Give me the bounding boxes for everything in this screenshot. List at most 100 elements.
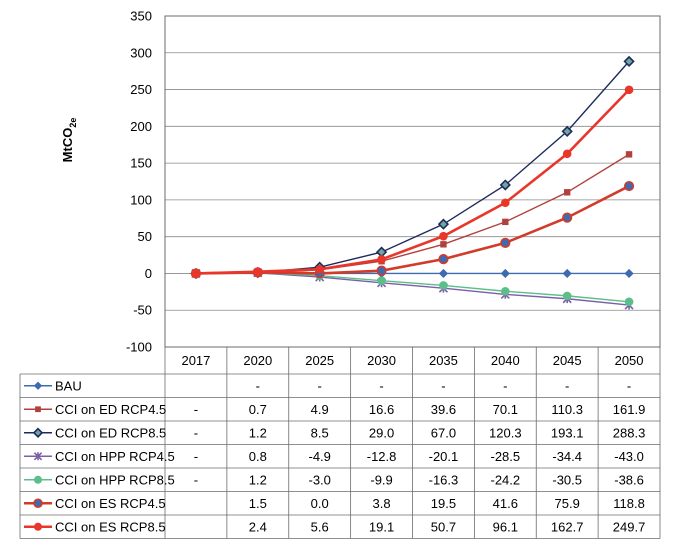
table-cell: - [194, 449, 198, 464]
table-cell: -28.5 [490, 449, 520, 464]
table-cell: -38.6 [614, 472, 644, 487]
y-tick-label: 350 [130, 9, 152, 24]
data-table: 2017 2020 2025 2030 2035 2040 2045 2050 BAU - - - - -… [19, 347, 661, 539]
table-cell: 67.0 [431, 425, 456, 440]
data-point [502, 218, 509, 226]
table-cell: -20.1 [429, 449, 459, 464]
x-tick-label: 2050 [615, 353, 644, 368]
legend-swatch-marker [33, 498, 43, 509]
legend-entry: CCI on ED RCP8.5 [55, 425, 166, 440]
table-cell: 0.7 [249, 402, 267, 417]
x-tick-label: 2025 [305, 353, 334, 368]
x-tick-label: 2035 [429, 353, 458, 368]
data-point [315, 265, 324, 274]
legend-entry: CCI on ES RCP8.5 [55, 519, 166, 534]
table-cell: - [194, 425, 198, 440]
y-tick-label: -100 [126, 340, 152, 355]
table-cell: -30.5 [552, 472, 582, 487]
y-tick-label: 50 [138, 229, 152, 244]
table-cell: 39.6 [431, 402, 456, 417]
data-point [561, 125, 573, 138]
table-cell: - [503, 378, 507, 393]
data-point [624, 297, 634, 307]
table-cell: - [318, 378, 322, 393]
table-cell: 118.8 [613, 496, 645, 511]
table-cell: -34.4 [552, 449, 582, 464]
legend-entry: BAU [55, 378, 82, 393]
table-cell: 193.1 [551, 425, 584, 440]
table-cell: 96.1 [493, 519, 518, 534]
table-cell: -24.2 [490, 472, 520, 487]
data-point [499, 179, 511, 191]
table-cell: 70.1 [493, 402, 518, 417]
legend-entry: CCI on HPP RCP8.5 [55, 472, 175, 487]
data-point [438, 268, 449, 279]
data-point [500, 237, 511, 248]
data-point [563, 189, 571, 196]
data-point [625, 151, 633, 158]
legend-swatch-marker [34, 522, 42, 531]
table-cell: 29.0 [369, 425, 394, 440]
x-tick-label: 2017 [181, 353, 210, 368]
table-cell: 1.2 [249, 425, 267, 440]
legend-entry: CCI on ED RCP4.5 [55, 402, 166, 417]
table-cell: 4.9 [311, 402, 329, 417]
table-cell: 2.4 [249, 519, 267, 534]
table-cell: 161.9 [613, 402, 646, 417]
x-tick-label: 2030 [367, 353, 396, 368]
table-cell: 0.8 [249, 449, 267, 464]
legend-swatch-marker [33, 381, 43, 390]
y-tick-label: 200 [130, 119, 152, 134]
series-line [195, 60, 630, 275]
table-cell: 162.7 [551, 519, 584, 534]
table-cell: 288.3 [613, 425, 646, 440]
data-point [624, 268, 634, 279]
data-point [376, 265, 387, 276]
table-cell: 50.7 [431, 519, 456, 534]
series-lines [190, 55, 635, 310]
data-point [439, 281, 448, 290]
table-cell: 249.7 [613, 519, 646, 534]
data-point [440, 241, 447, 248]
data-point [191, 269, 201, 278]
legend-swatch-marker [33, 452, 43, 461]
table-cell: 16.6 [369, 402, 394, 417]
data-point [501, 286, 510, 296]
table-cell: -43.0 [614, 449, 644, 464]
table-cell: - [441, 378, 445, 393]
y-axis-label: MtCO2e [60, 118, 78, 163]
table-cell: -9.9 [370, 472, 392, 487]
data-point [438, 254, 449, 265]
table-cell: 75.9 [555, 496, 580, 511]
legend-swatch-marker [34, 475, 42, 484]
table-cell: - [256, 378, 260, 393]
data-point [377, 255, 386, 264]
table-cell: -3.0 [308, 472, 330, 487]
table-cell: 0.0 [311, 496, 329, 511]
x-tick-label: 2020 [243, 353, 272, 368]
y-tick-label: 150 [130, 156, 152, 171]
data-point [500, 268, 510, 279]
table-cell: - [565, 378, 569, 393]
table-cell: 1.2 [249, 472, 267, 487]
legend-swatch-marker [32, 427, 44, 438]
table-cell: - [627, 378, 631, 393]
y-tick-label: 300 [130, 45, 152, 60]
data-point [624, 85, 634, 95]
y-tick-label: 250 [130, 82, 152, 97]
table-cell: 120.3 [489, 425, 522, 440]
data-point [562, 149, 572, 159]
data-point [623, 180, 635, 192]
table-cell: - [379, 378, 383, 393]
y-tick-label: 100 [130, 192, 152, 207]
x-tick-label: 2045 [553, 353, 582, 368]
data-point [501, 198, 510, 208]
data-point [562, 268, 572, 279]
table-cell: - [194, 472, 198, 487]
series-line [195, 88, 630, 275]
table-cell: -16.3 [429, 472, 459, 487]
table-cell: 19.1 [369, 519, 394, 534]
data-point [439, 231, 448, 241]
y-tick-label: -50 [133, 303, 152, 318]
